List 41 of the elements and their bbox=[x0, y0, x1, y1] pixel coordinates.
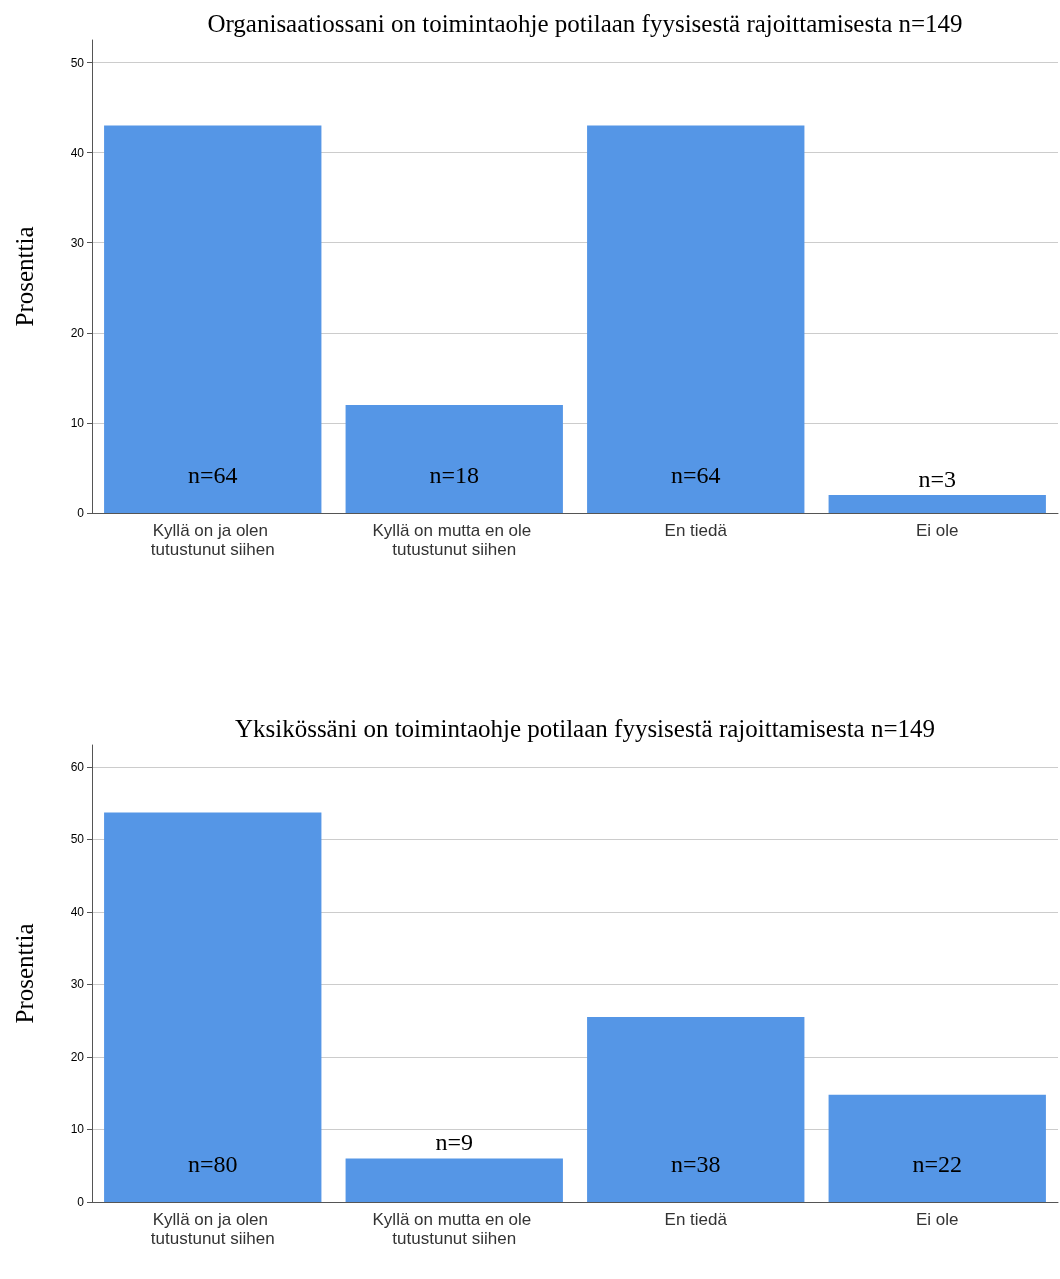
annotation: n=64 bbox=[187, 462, 238, 488]
y-tick-label: 60 bbox=[70, 759, 85, 774]
annotation: n=18 bbox=[429, 462, 480, 488]
x-tick-label: En tiedä bbox=[664, 1210, 728, 1229]
x-tick-label: Kyllä on mutta en ole tutustunut siihen bbox=[372, 521, 536, 559]
x-tick-label: En tiedä bbox=[664, 521, 728, 540]
annotation: n=22 bbox=[912, 1151, 963, 1177]
x-tick-label: Kyllä on ja olen tutustunut siihen bbox=[150, 521, 275, 559]
y-tick-label: 10 bbox=[70, 1122, 85, 1137]
x-tick-label: Ei ole bbox=[915, 1210, 959, 1229]
bar bbox=[828, 494, 1046, 513]
annotation: n=38 bbox=[670, 1151, 721, 1177]
y-tick-label: 20 bbox=[70, 325, 85, 340]
y-axis-title: Prosenttia bbox=[11, 923, 38, 1024]
x-tick-label: Kyllä on mutta en ole tutustunut siihen bbox=[372, 1210, 536, 1248]
y-tick-label: 0 bbox=[77, 506, 85, 520]
y-tick-label: 30 bbox=[70, 977, 85, 992]
bar bbox=[828, 1094, 1046, 1202]
x-tick-label: Kyllä on ja olen tutustunut siihen bbox=[150, 1210, 275, 1248]
x-tick-label: Ei ole bbox=[915, 521, 959, 540]
annotation: n=9 bbox=[435, 1129, 474, 1156]
y-tick-label: 30 bbox=[70, 235, 85, 250]
bar bbox=[345, 404, 563, 513]
bar bbox=[587, 125, 805, 513]
bar bbox=[345, 1158, 563, 1202]
annotation: n=64 bbox=[670, 462, 721, 488]
y-tick-label: 20 bbox=[70, 1049, 85, 1064]
annotation: n=3 bbox=[918, 465, 957, 492]
y-tick-label: 40 bbox=[70, 904, 85, 919]
y-axis-title: Prosenttia bbox=[11, 226, 38, 327]
chart-title: Yksikössäni on toimintaohje potilaan fyysisestä rajoittamisesta n=149 bbox=[234, 715, 936, 742]
y-tick-label: 0 bbox=[77, 1195, 85, 1209]
y-tick-label: 10 bbox=[70, 415, 85, 430]
bar bbox=[587, 1017, 805, 1202]
annotation: n=80 bbox=[187, 1151, 238, 1177]
bar bbox=[104, 125, 322, 513]
bar bbox=[104, 812, 322, 1202]
y-tick-label: 50 bbox=[70, 55, 85, 70]
y-tick-label: 50 bbox=[70, 832, 85, 847]
chart-title: Organisaatiossani on toimintaohje potilaan fyysisestä rajoittamisesta n=149 bbox=[207, 10, 963, 37]
y-tick-label: 40 bbox=[70, 145, 85, 160]
